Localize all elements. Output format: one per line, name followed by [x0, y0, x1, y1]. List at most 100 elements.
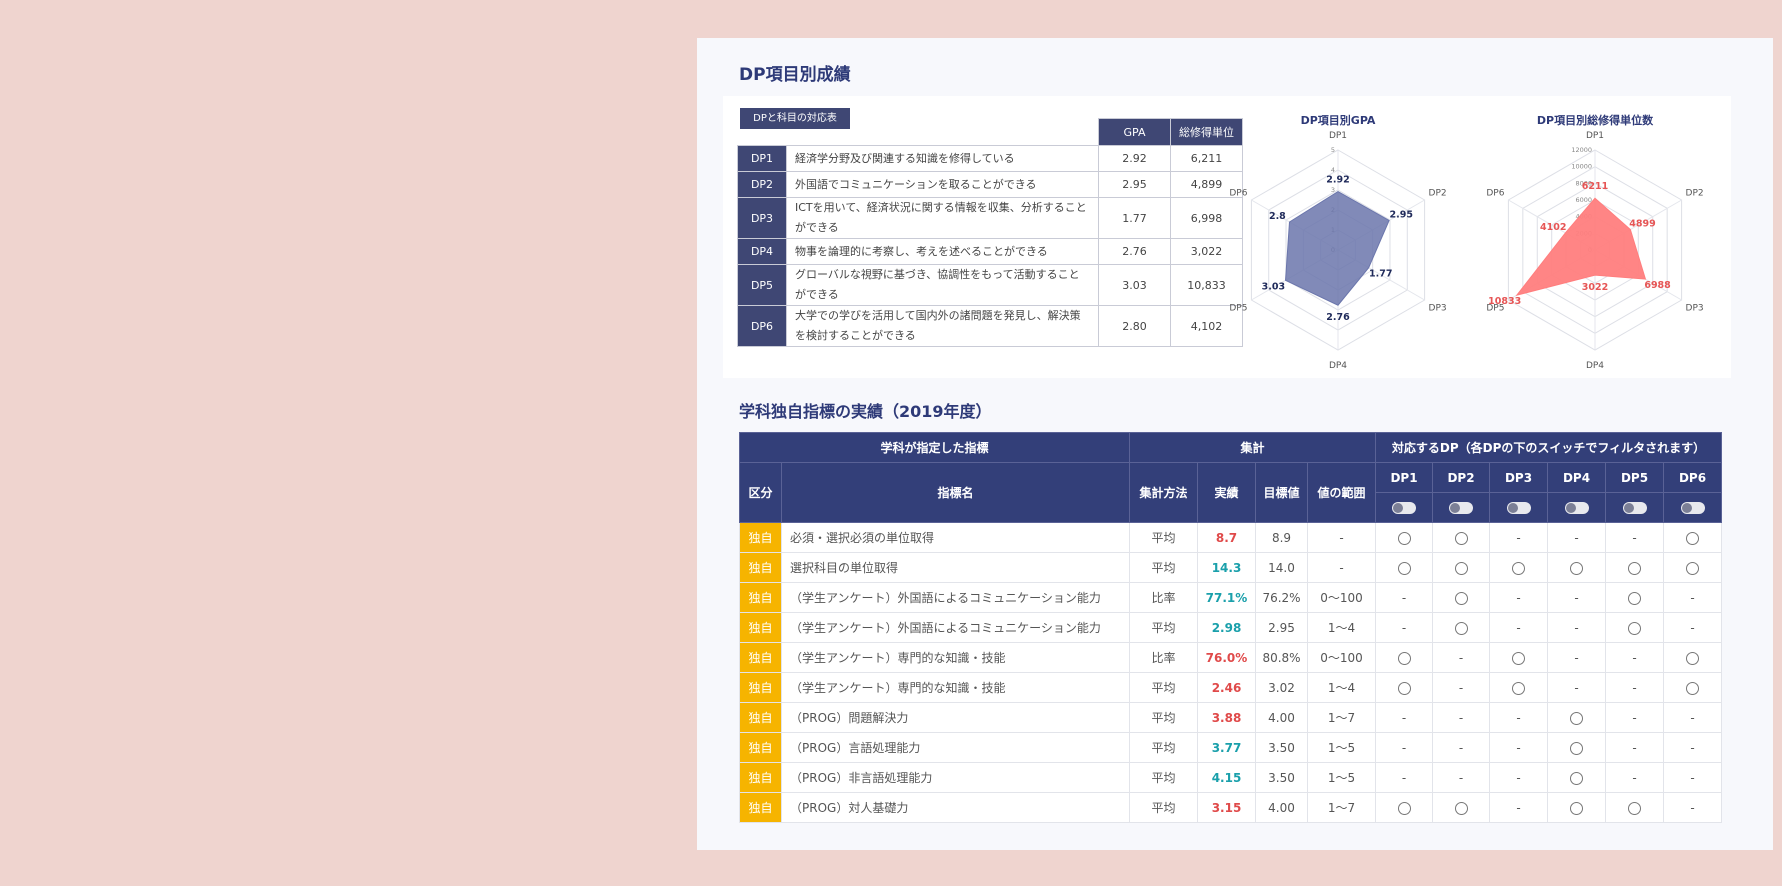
dp-description: 物事を論理的に考察し、考えを述べることができる	[786, 238, 1099, 265]
target-value: 4.00	[1255, 702, 1308, 733]
credits-radar-chart: DP項目別総修得単位数DP1DP2DP3DP4DP5DP602000400060…	[1486, 113, 1704, 371]
actual-value: 3.15	[1197, 792, 1256, 823]
dp2-mapping-cell: -	[1432, 642, 1490, 673]
kubun-header: 区分	[739, 462, 782, 523]
table-row: 独自 （学生アンケート）外国語によるコミュニケーション能力 平均 2.98 2.95 1〜…	[739, 612, 1722, 643]
radar-tick-label: 12000	[1571, 146, 1592, 154]
circle-mark-icon	[1454, 531, 1468, 545]
dp3-mapping-cell: -	[1489, 612, 1548, 643]
dp2-mapping-cell: -	[1432, 732, 1490, 763]
target-value: 3.50	[1255, 732, 1308, 763]
dp-credits-value: 10,833	[1170, 264, 1243, 306]
radar-value-label: 3.03	[1262, 281, 1285, 292]
dp6-mapping-cell	[1663, 522, 1722, 553]
dp-gpa-value: 1.77	[1098, 197, 1171, 239]
dp4-mapping-cell	[1547, 702, 1606, 733]
dp4-mapping-cell: -	[1547, 582, 1606, 613]
range-cell: 0〜100	[1307, 642, 1376, 673]
dp4-mapping-cell	[1547, 732, 1606, 763]
radar-tick-label: 5	[1331, 146, 1335, 154]
gpa-header: GPA	[1098, 118, 1171, 146]
dp4-mapping-cell: -	[1547, 522, 1606, 553]
indicator-name: 必須・選択必須の単位取得	[781, 522, 1130, 553]
circle-mark-icon	[1397, 651, 1411, 665]
dp-credits-value: 4,899	[1170, 171, 1243, 198]
dp2-mapping-cell: -	[1432, 702, 1490, 733]
table-row: 独自 （学生アンケート）専門的な知識・技能 比率 76.0% 80.8% 0〜100- - -	[739, 642, 1722, 673]
dp-id-cell: DP5	[737, 264, 787, 306]
dp6-filter-toggle[interactable]	[1680, 502, 1705, 514]
actual-value: 8.7	[1197, 522, 1256, 553]
circle-mark-icon	[1628, 561, 1641, 575]
range-cell: -	[1307, 522, 1376, 553]
method-cell: 平均	[1129, 792, 1198, 823]
dp3-mapping-cell: -	[1489, 582, 1548, 613]
dp2-mapping-cell	[1432, 792, 1490, 823]
target-value: 14.0	[1255, 552, 1308, 583]
radar-axis-label: DP1	[1329, 131, 1347, 141]
dp-row: DP5 グローバルな視野に基づき、協調性をもって活動することができる 3.03 10,…	[737, 264, 1243, 306]
radar-axis-label: DP5	[1486, 304, 1504, 314]
name-header: 指標名	[781, 462, 1130, 523]
kubun-badge: 独自	[739, 672, 782, 703]
dp1-mapping-cell	[1375, 792, 1433, 823]
radar-value-label: 2.76	[1326, 312, 1350, 323]
target-value: 4.00	[1255, 792, 1308, 823]
dp2-filter-toggle[interactable]	[1449, 502, 1473, 514]
dp-description: ICTを用いて、経済状況に関する情報を収集、分析することができる	[786, 197, 1099, 239]
circle-mark-icon	[1454, 801, 1468, 815]
dp2-mapping-cell	[1432, 582, 1490, 613]
dp5-filter-toggle[interactable]	[1622, 502, 1647, 514]
radar-data-area	[1515, 197, 1647, 296]
actual-value: 3.88	[1197, 702, 1256, 733]
dp4-mapping-cell	[1547, 552, 1606, 583]
dp2-col-header: DP2	[1432, 462, 1490, 493]
method-cell: 平均	[1129, 732, 1198, 763]
table-row: 独自 （学生アンケート）専門的な知識・技能 平均 2.46 3.02 1〜4- - -	[739, 672, 1722, 703]
dp5-col-header: DP5	[1605, 462, 1664, 493]
circle-mark-icon	[1570, 711, 1583, 725]
dp4-filter-toggle[interactable]	[1564, 502, 1589, 514]
dp4-mapping-cell: -	[1547, 612, 1606, 643]
indicator-name: （学生アンケート）専門的な知識・技能	[781, 672, 1130, 703]
kubun-badge: 独自	[739, 732, 782, 763]
circle-mark-icon	[1628, 591, 1641, 605]
indicator-table: 学科が指定した指標 集計 対応するDP（各DPの下のスイッチでフィルタされます）…	[739, 432, 1722, 823]
range-cell: 0〜100	[1307, 582, 1376, 613]
circle-mark-icon	[1512, 651, 1525, 665]
target-value: 76.2%	[1255, 582, 1308, 613]
table-row: 独自 （PROG）問題解決力 平均 3.88 4.00 1〜7- - - - -	[739, 702, 1722, 733]
kubun-badge: 独自	[739, 762, 782, 793]
dp-table: GPA 総修得単位 DP1 経済学分野及び関連する知識を修得している 2.92 6,2…	[737, 118, 1243, 347]
main-panel: DP項目別成績 DPと科目の対応表 GPA 総修得単位 DP1 経済学分野及び関連…	[697, 38, 1773, 850]
dp1-mapping-cell: -	[1375, 702, 1433, 733]
method-cell: 平均	[1129, 672, 1198, 703]
dp6-mapping-cell: -	[1663, 612, 1722, 643]
dp2-mapping-cell: -	[1432, 672, 1490, 703]
circle-mark-icon	[1686, 531, 1699, 545]
indicator-name: 選択科目の単位取得	[781, 552, 1130, 583]
table-row: 独自 （PROG）対人基礎力 平均 3.15 4.00 1〜7 - -	[739, 792, 1722, 823]
dp1-filter-toggle[interactable]	[1392, 502, 1416, 514]
dp-description: 外国語でコミュニケーションを取ることができる	[786, 171, 1099, 198]
section-title-indicators: 学科独自指標の実績（2019年度）	[739, 402, 992, 421]
range-cell: -	[1307, 552, 1376, 583]
dp-description: 経済学分野及び関連する知識を修得している	[786, 145, 1099, 172]
radar-value-label: 10833	[1488, 296, 1521, 307]
dp3-mapping-cell: -	[1489, 792, 1548, 823]
radar-axis-label: DP2	[1686, 189, 1704, 199]
dp6-mapping-cell	[1663, 642, 1722, 673]
radar-value-label: 1.77	[1369, 269, 1392, 280]
circle-mark-icon	[1454, 621, 1468, 635]
actual-value: 3.77	[1197, 732, 1256, 763]
dp3-mapping-cell: -	[1489, 762, 1548, 793]
aggregate-group-header: 集計	[1129, 432, 1376, 463]
actual-value: 14.3	[1197, 552, 1256, 583]
dp4-mapping-cell	[1547, 792, 1606, 823]
dp-id-cell: DP2	[737, 171, 787, 198]
radar-title: DP項目別総修得単位数	[1537, 113, 1654, 127]
radar-value-label: 2.8	[1269, 211, 1286, 222]
dp3-filter-toggle[interactable]	[1506, 502, 1531, 514]
dp-mapping-tag[interactable]: DPと科目の対応表	[740, 108, 850, 129]
table-row: 独自 （PROG）言語処理能力 平均 3.77 3.50 1〜5- - - - -	[739, 732, 1722, 763]
